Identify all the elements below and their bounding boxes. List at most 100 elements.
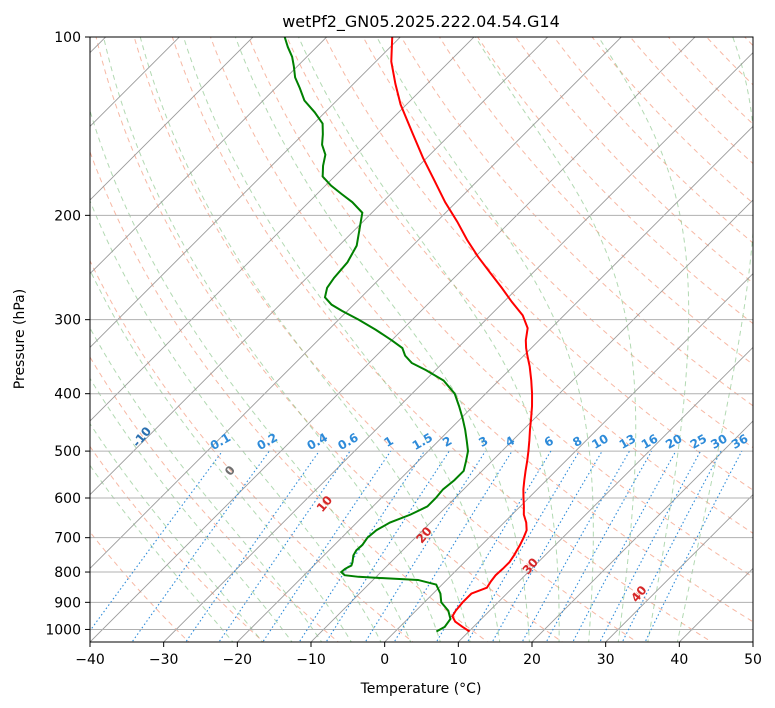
mixing-ratio-line	[364, 450, 486, 642]
mixing-ratio-label: 30	[708, 431, 729, 451]
isotherm-line	[531, 420, 753, 642]
dry-adiabat	[515, 37, 753, 284]
y-tick-label: 300	[54, 313, 81, 329]
mixing-ratio-line	[185, 450, 320, 642]
moist-adiabat	[90, 377, 293, 642]
mixing-ratio-line	[262, 450, 392, 642]
dry-adiabat	[90, 150, 489, 642]
mixing-ratio-line	[131, 450, 270, 642]
y-tick-label: 800	[54, 565, 81, 581]
moist-adiabat	[598, 37, 690, 642]
y-tick-label: 500	[54, 444, 81, 460]
x-tick-label: 40	[670, 652, 688, 668]
mixing-ratio-line	[218, 450, 351, 642]
temperature-profile	[390, 37, 534, 633]
profiles	[283, 37, 534, 633]
mixing-ratio-line	[393, 450, 513, 642]
isotherm-line	[90, 37, 180, 127]
moist-adiabat	[298, 37, 560, 642]
mixing-ratio-label: 25	[688, 431, 709, 451]
moist-adiabat	[90, 108, 412, 642]
dewpoint-profile	[283, 37, 470, 633]
moist-adiabat	[376, 37, 594, 642]
moist-adiabat	[90, 269, 352, 642]
dry-adiabat	[362, 37, 753, 449]
isotherm-label: 20	[413, 524, 434, 546]
moist-adiabat	[90, 464, 234, 642]
dry-adiabat	[667, 37, 753, 125]
moist-adiabat	[474, 37, 637, 642]
isotherm-line	[752, 641, 753, 642]
mixing-ratio-label: 13	[617, 431, 638, 451]
mixing-ratio-line	[90, 450, 223, 632]
x-tick-label: 50	[744, 652, 762, 668]
dry-adiabat	[591, 37, 753, 204]
isotherm-line	[90, 37, 622, 569]
mixing-ratio-line	[572, 450, 677, 642]
dry-adiabat	[90, 531, 190, 642]
mixing-ratio-label: 1.5	[410, 430, 435, 453]
x-axis-label: Temperature (°C)	[360, 681, 482, 697]
moist-adiabat	[90, 422, 264, 642]
mixing-ratio-label: 36	[729, 431, 750, 451]
mixing-ratio-label: 0.6	[335, 430, 360, 453]
background-lines	[90, 37, 753, 642]
dry-adiabat	[705, 37, 753, 86]
dry-adiabat	[209, 37, 753, 623]
x-tick-label: −20	[223, 652, 253, 668]
y-tick-label: 200	[54, 208, 81, 224]
dry-adiabat	[438, 37, 753, 366]
x-tick-label: −30	[149, 652, 179, 668]
mixing-ratio-label: 6	[542, 433, 556, 449]
mixing-ratio-line	[644, 450, 743, 642]
x-tick-label: 10	[449, 652, 467, 668]
mixing-ratio-line	[325, 450, 450, 642]
isotherm-line	[310, 199, 753, 642]
dry-adiabat	[133, 37, 638, 642]
x-tick-label: 30	[597, 652, 615, 668]
isotherm-line	[90, 37, 328, 275]
isotherm-line	[90, 37, 549, 496]
isotherm-line	[90, 37, 696, 642]
isotherm-label: -10	[129, 424, 154, 450]
chart-title: wetPf2_GN05.2025.222.04.54.G14	[282, 12, 560, 32]
y-tick-label: 100	[54, 30, 81, 46]
mixing-ratio-labels: 0.1 0.2 0.4 0.6 1 1.5 2 3 4 6 8 10 13 16 20 25 30 36	[208, 430, 751, 453]
y-tick-label: 400	[54, 387, 81, 403]
isotherm-line	[384, 273, 753, 642]
isotherm-line	[90, 37, 254, 201]
isotherm-line	[236, 125, 753, 642]
y-tick-label: 600	[54, 491, 81, 507]
x-axis: −40 −30 −20 −10 0 10 20 30 40 50	[75, 642, 762, 668]
mixing-ratio-label: 2	[440, 433, 454, 449]
moist-adiabat	[90, 327, 323, 642]
y-tick-label: 1000	[45, 622, 81, 638]
dry-adiabat	[171, 37, 713, 642]
isotherm-line	[678, 567, 753, 642]
isotherm-line	[90, 37, 401, 348]
isotherm-line	[605, 494, 753, 642]
isotherm-label: 30	[520, 555, 541, 577]
y-tick-label: 900	[54, 595, 81, 611]
mixing-ratio-label: 0.2	[255, 430, 280, 453]
dry-adiabat	[324, 37, 753, 491]
mixing-ratio-line	[298, 450, 425, 642]
isotherm-line	[457, 346, 753, 642]
moist-adiabat	[139, 37, 471, 642]
mixing-ratio-label: 0.4	[305, 430, 330, 453]
mixing-ratio-label: 0.1	[208, 430, 233, 453]
x-tick-label: −10	[296, 652, 326, 668]
x-tick-label: 20	[523, 652, 541, 668]
moist-adiabat	[103, 37, 441, 642]
isotherm-line	[90, 37, 475, 422]
mixing-ratio-label: 16	[639, 431, 660, 451]
dry-adiabat	[286, 37, 753, 534]
x-tick-label: −40	[75, 652, 105, 668]
isotherm-line	[163, 52, 753, 642]
dry-adiabat	[90, 445, 265, 642]
y-axis: 100 200 300 400 500 600 700 800 900 1000	[45, 30, 90, 638]
mixing-ratio-line	[599, 450, 702, 642]
plot-frame	[89, 36, 754, 643]
